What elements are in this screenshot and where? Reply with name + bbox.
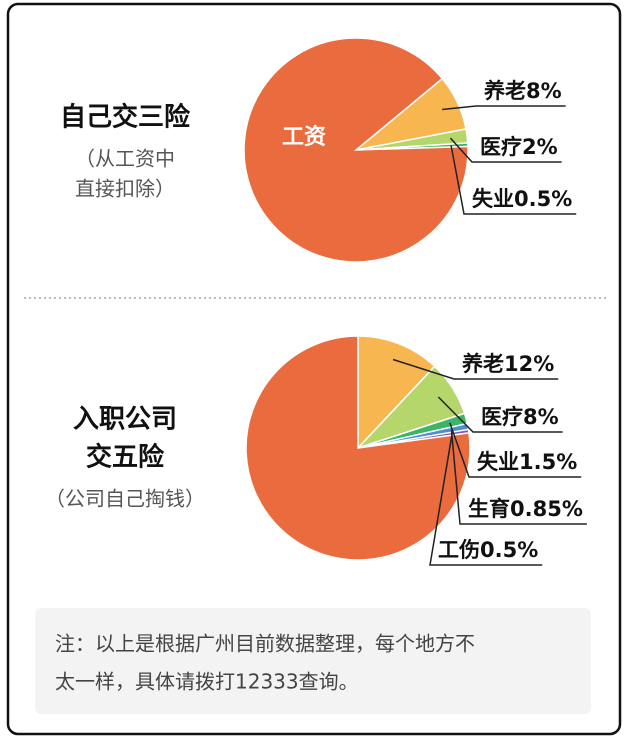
category-name: 失业 — [472, 187, 514, 211]
chart-title: 交五险 — [86, 442, 165, 473]
pie-slice — [245, 335, 471, 561]
category-name: 工伤 — [438, 538, 480, 562]
chart-subtitle: 直接扣除） — [75, 177, 175, 201]
note-box — [35, 608, 591, 714]
chart-subtitle: （公司自己掏钱） — [45, 487, 205, 511]
slice-label: 工伤0.5% — [438, 538, 538, 562]
note-line: 注：以上是根据广州目前数据整理，每个地方不 — [55, 632, 475, 656]
leader-line — [449, 422, 582, 478]
leader-line — [450, 145, 577, 215]
slice-label: 失业0.5% — [472, 187, 572, 211]
category-name: 失业 — [477, 450, 519, 474]
value-label: 2% — [522, 135, 558, 159]
value-label: 0.5% — [480, 538, 538, 562]
category-name: 养老 — [461, 352, 504, 376]
leader-line — [429, 433, 543, 566]
category-name: 生育 — [468, 497, 510, 521]
slice-label: 养老12% — [461, 352, 554, 376]
note-line: 太一样，具体请拨打12333查询。 — [55, 670, 359, 694]
chart-title: 自己交三险 — [60, 102, 191, 133]
leader-line — [449, 137, 562, 163]
value-label: 1.5% — [519, 450, 577, 474]
slice-label: 生育0.85% — [468, 497, 583, 521]
slice-label: 养老8% — [483, 79, 562, 103]
leader-line — [392, 358, 559, 380]
leader-line — [442, 105, 566, 111]
slice-label: 失业1.5% — [477, 450, 577, 474]
value-label: 8% — [526, 79, 562, 103]
slice-label: 医疗2% — [480, 135, 558, 159]
chart-subtitle: （从工资中 — [75, 147, 175, 171]
category-name: 医疗 — [480, 135, 522, 159]
value-label: 12% — [504, 352, 554, 376]
pie-slice — [243, 37, 469, 263]
value-label: 0.85% — [510, 497, 583, 521]
category-name: 养老 — [483, 79, 526, 103]
leader-line — [437, 396, 563, 433]
chart-title: 入职公司 — [73, 405, 177, 435]
category-name: 医疗 — [481, 405, 523, 429]
value-label: 0.5% — [514, 187, 572, 211]
leader-line — [450, 429, 587, 525]
slice-label: 医疗8% — [481, 405, 559, 429]
pie-slice — [357, 335, 436, 450]
value-label: 8% — [523, 405, 559, 429]
slice-label: 工资 — [282, 125, 326, 150]
